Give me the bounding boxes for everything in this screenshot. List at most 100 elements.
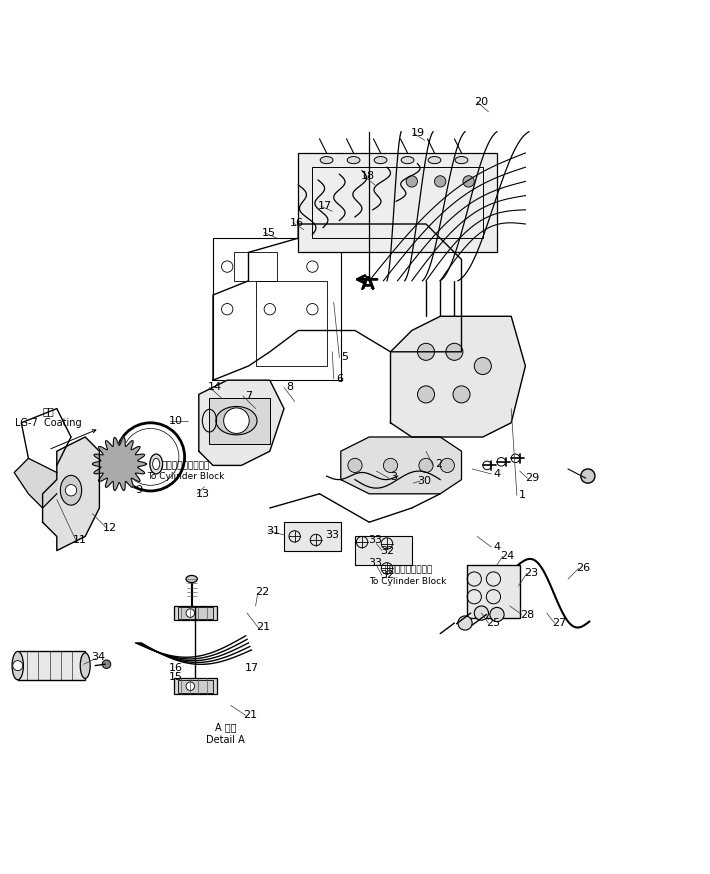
- Bar: [174, 606, 217, 621]
- Circle shape: [13, 661, 23, 670]
- Ellipse shape: [153, 458, 160, 469]
- Circle shape: [383, 458, 398, 473]
- Ellipse shape: [80, 653, 90, 678]
- Circle shape: [490, 607, 504, 621]
- Bar: [209, 398, 270, 444]
- Text: 29: 29: [525, 473, 540, 483]
- Polygon shape: [391, 316, 525, 437]
- Text: 15: 15: [261, 227, 275, 238]
- Circle shape: [109, 454, 130, 475]
- Circle shape: [186, 682, 195, 690]
- Bar: [355, 537, 412, 565]
- Text: 8: 8: [286, 382, 293, 392]
- Circle shape: [453, 386, 470, 403]
- Text: 31: 31: [266, 526, 280, 536]
- Text: 5: 5: [341, 352, 348, 363]
- Circle shape: [65, 484, 77, 496]
- Text: 14: 14: [207, 382, 222, 392]
- Ellipse shape: [428, 156, 441, 163]
- Text: 9: 9: [135, 485, 142, 496]
- Text: 4: 4: [493, 542, 501, 552]
- Circle shape: [224, 408, 249, 434]
- Circle shape: [115, 460, 124, 468]
- Text: 22: 22: [256, 586, 270, 597]
- Text: 20: 20: [474, 97, 488, 107]
- Text: 4: 4: [493, 469, 501, 479]
- Text: 34: 34: [91, 652, 105, 662]
- Text: 33: 33: [368, 558, 382, 568]
- Bar: [178, 607, 213, 619]
- Ellipse shape: [320, 156, 333, 163]
- Bar: [178, 680, 213, 692]
- Circle shape: [474, 606, 488, 621]
- Circle shape: [463, 176, 474, 187]
- Text: 28: 28: [520, 609, 534, 620]
- Circle shape: [419, 458, 433, 473]
- Text: 33: 33: [368, 535, 382, 545]
- Text: 25: 25: [486, 618, 501, 628]
- Polygon shape: [213, 224, 462, 380]
- Circle shape: [474, 357, 491, 375]
- Ellipse shape: [12, 651, 23, 680]
- Text: 1: 1: [518, 490, 525, 500]
- Circle shape: [417, 343, 435, 360]
- Ellipse shape: [60, 475, 82, 505]
- Text: 3: 3: [391, 473, 398, 482]
- Text: シリンダブロックへ
To Cylinder Block: シリンダブロックへ To Cylinder Block: [370, 565, 447, 586]
- Text: 17: 17: [318, 201, 332, 212]
- Text: 16: 16: [290, 218, 304, 227]
- Polygon shape: [92, 437, 146, 490]
- Text: 15: 15: [169, 672, 183, 682]
- Text: 19: 19: [410, 128, 425, 138]
- Text: A: A: [361, 275, 375, 294]
- Circle shape: [458, 616, 472, 630]
- Circle shape: [581, 469, 595, 483]
- Polygon shape: [43, 437, 99, 551]
- Ellipse shape: [455, 156, 468, 163]
- Text: 7: 7: [245, 391, 252, 401]
- Polygon shape: [14, 458, 57, 508]
- Text: 27: 27: [552, 618, 567, 628]
- Text: 塗布
LG-7  Coating: 塗布 LG-7 Coating: [15, 406, 82, 428]
- Text: 2: 2: [435, 459, 442, 469]
- Bar: [298, 153, 497, 253]
- Text: 16: 16: [169, 662, 183, 673]
- Text: 10: 10: [169, 416, 183, 427]
- Text: A 詳細
Detail A: A 詳細 Detail A: [207, 723, 245, 745]
- Text: 26: 26: [577, 564, 591, 573]
- Circle shape: [406, 176, 417, 187]
- Text: 32: 32: [380, 545, 394, 556]
- Ellipse shape: [347, 156, 360, 163]
- Bar: [256, 281, 327, 366]
- Text: 21: 21: [256, 622, 270, 632]
- Text: シリンダブロックへ
To Cylinder Block: シリンダブロックへ To Cylinder Block: [148, 461, 224, 481]
- Text: 21: 21: [243, 711, 257, 720]
- Bar: [312, 167, 483, 239]
- Text: 6: 6: [336, 374, 343, 384]
- Circle shape: [417, 386, 435, 403]
- Circle shape: [440, 458, 454, 473]
- Ellipse shape: [401, 156, 414, 163]
- Text: 23: 23: [524, 568, 538, 579]
- Bar: [234, 253, 277, 281]
- Ellipse shape: [186, 575, 197, 583]
- Text: 13: 13: [195, 489, 209, 499]
- Bar: [18, 651, 85, 680]
- Circle shape: [446, 343, 463, 360]
- Bar: [467, 565, 520, 618]
- Text: 33: 33: [325, 530, 339, 540]
- Text: 12: 12: [103, 523, 117, 533]
- Ellipse shape: [374, 156, 387, 163]
- Circle shape: [102, 660, 111, 669]
- Text: 32: 32: [380, 571, 394, 580]
- Bar: [174, 678, 217, 694]
- Text: 24: 24: [501, 551, 515, 561]
- Text: 30: 30: [417, 476, 432, 486]
- Text: 18: 18: [361, 170, 375, 181]
- Ellipse shape: [150, 454, 163, 474]
- Text: 11: 11: [72, 535, 87, 545]
- Circle shape: [435, 176, 446, 187]
- Text: A: A: [361, 274, 374, 294]
- Bar: [213, 239, 341, 380]
- Text: 17: 17: [245, 662, 259, 673]
